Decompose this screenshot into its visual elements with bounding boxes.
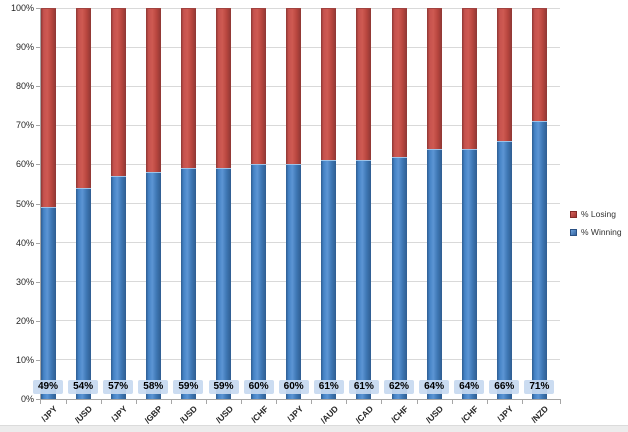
bar-segment-winning-11[interactable] [391,156,407,399]
bar-data-label-1: 49% [33,380,63,394]
bar-segment-winning-3[interactable] [110,176,126,399]
bar-segment-losing-3[interactable] [110,8,126,177]
y-axis-label-60: 60% [15,159,34,170]
bar-segment-winning-4[interactable] [145,172,161,399]
bar-data-label-15: 71% [524,380,555,394]
y-axis-label-70: 70% [15,120,34,131]
bar-segment-losing-12[interactable] [426,8,442,149]
bar-segment-winning-9[interactable] [321,160,337,399]
bar-segment-losing-6[interactable] [216,8,231,169]
bar-data-label-9: 61% [313,380,344,394]
y-axis-tick-40 [36,242,40,244]
bar-segment-losing-7[interactable] [251,8,267,165]
bar-data-label-7: 60% [243,380,274,394]
bar-segment-winning-7[interactable] [251,164,267,399]
y-axis-tick-70 [36,125,40,127]
x-axis-tick-0 [40,399,41,404]
y-axis-tick-80 [36,86,40,88]
bar-data-label-14: 66% [489,380,520,394]
bar-data-label-8: 60% [278,380,309,394]
bar-segment-winning-2[interactable] [75,187,91,399]
y-axis-tick-0 [36,399,40,400]
bar-segment-winning-15[interactable] [531,121,547,399]
y-axis-label-40: 40% [15,237,34,248]
bar-segment-winning-6[interactable] [216,168,231,399]
losing-swatch-icon [570,210,577,218]
y-axis-tick-50 [36,203,40,205]
x-axis-line [36,398,560,400]
bar-segment-losing-11[interactable] [391,8,407,157]
bar-data-label-6: 59% [208,380,239,394]
bar-segment-losing-2[interactable] [75,8,91,188]
bar-segment-losing-9[interactable] [321,8,337,161]
bar-segment-losing-5[interactable] [180,8,196,169]
bar-data-label-13: 64% [454,380,485,394]
bar-data-label-4: 58% [138,380,169,394]
bar-data-label-2: 54% [68,380,99,394]
bar-data-label-5: 59% [173,380,204,394]
bar-segment-winning-10[interactable] [356,160,372,399]
x-axis-tick-2 [100,399,102,404]
bar-segment-winning-1[interactable] [40,207,56,399]
window-bottom-strip [0,425,628,432]
bar-data-label-11: 62% [384,380,414,394]
bar-segment-losing-15[interactable] [531,8,547,122]
y-axis-label-80: 80% [15,81,34,92]
legend-label-losing: % Losing [581,209,616,219]
legend-item-winning[interactable]: % Winning [570,227,622,237]
x-axis-tick-4 [170,399,172,404]
legend-label-winning: % Winning [581,227,622,237]
y-axis-label-30: 30% [15,276,34,287]
chart-legend: % Losing % Winning [570,209,622,245]
y-axis-tick-100 [36,8,40,9]
y-axis-label-0: 0% [20,394,34,404]
x-axis-tick-13 [486,399,488,404]
x-axis-tick-15 [560,399,561,404]
y-axis-label-100: 100% [10,3,34,13]
winning-swatch-icon [570,228,577,236]
bar-segment-losing-10[interactable] [356,8,372,161]
bar-segment-winning-12[interactable] [426,148,442,399]
x-axis-tick-8 [311,399,313,404]
bar-segment-winning-5[interactable] [180,168,196,399]
bar-segment-winning-14[interactable] [496,140,512,399]
x-axis-tick-12 [451,399,453,404]
bar-data-label-12: 64% [419,380,450,394]
x-axis-tick-14 [521,399,523,404]
x-axis-tick-3 [135,399,137,404]
y-axis-label-50: 50% [15,198,34,209]
y-axis-label-10: 10% [15,354,34,365]
y-axis-tick-30 [36,281,40,283]
x-axis-tick-6 [241,399,243,404]
x-axis-tick-11 [416,399,418,404]
y-axis-tick-10 [36,359,40,361]
bar-segment-losing-13[interactable] [461,8,477,149]
bar-segment-losing-4[interactable] [145,8,161,173]
x-axis-tick-9 [346,399,348,404]
bar-data-label-10: 61% [348,380,379,394]
bar-segment-winning-13[interactable] [461,148,477,399]
bar-data-label-3: 57% [103,380,134,394]
y-axis-tick-20 [36,320,40,322]
bar-segment-losing-14[interactable] [496,8,512,141]
bar-segment-winning-8[interactable] [286,164,302,399]
x-axis-tick-1 [65,399,67,404]
y-axis-label-20: 20% [15,315,34,326]
x-axis-tick-7 [276,399,278,404]
y-axis-tick-90 [36,47,40,49]
bar-segment-losing-8[interactable] [286,8,302,165]
x-axis-tick-10 [381,399,383,404]
bar-segment-losing-1[interactable] [40,8,56,208]
y-axis-label-90: 90% [15,42,34,53]
x-axis-tick-5 [205,399,207,404]
y-axis-tick-60 [36,164,40,166]
legend-item-losing[interactable]: % Losing [570,209,622,219]
